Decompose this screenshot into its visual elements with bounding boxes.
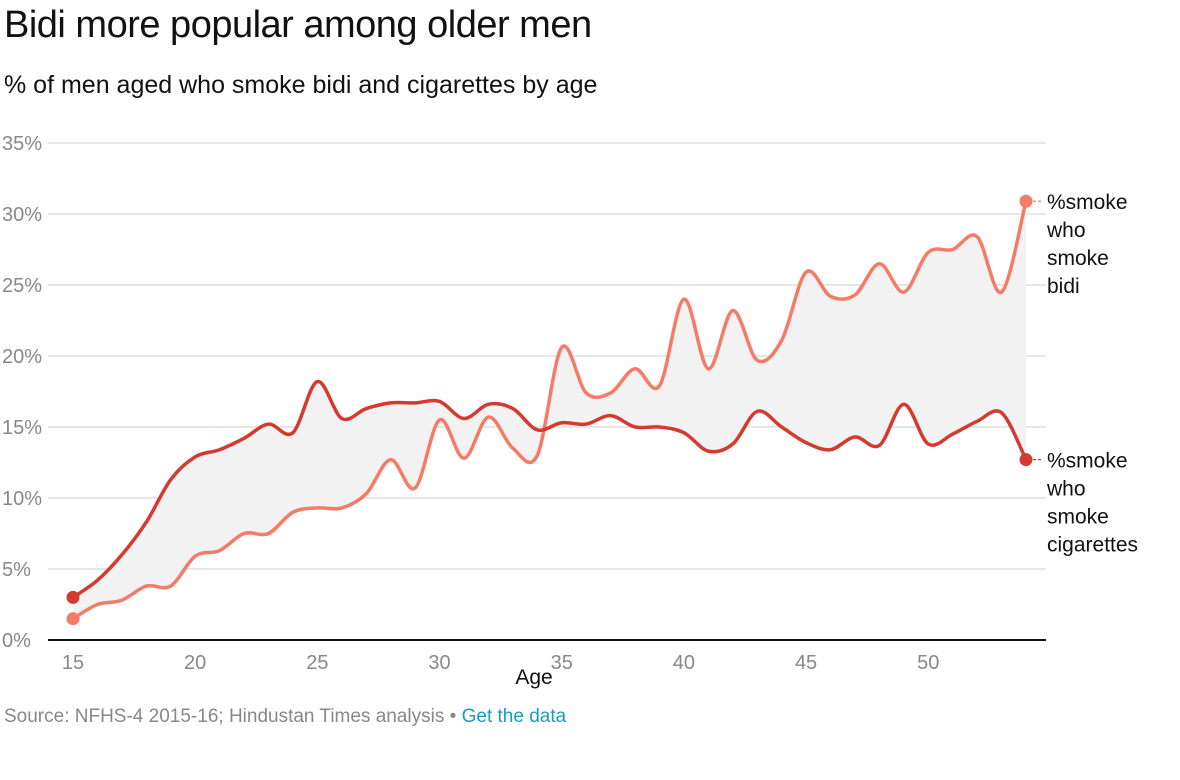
x-axis-title: Age (515, 666, 552, 689)
bidi-start-point (66, 612, 80, 626)
cigarettes-series-label-line: who (1046, 478, 1086, 501)
series-labels: %smoke who smoke bidi %smoke who smoke cigarett… (1033, 191, 1138, 557)
bidi-series-label-line: smoke (1047, 247, 1109, 270)
footer-separator: • (444, 706, 462, 727)
get-the-data-link[interactable]: Get the data (461, 706, 567, 727)
bidi-series-label-line: bidi (1047, 275, 1080, 298)
bidi-series-label-line: %smoke (1047, 191, 1128, 214)
shaded-band (73, 201, 1026, 619)
series-lines (71, 200, 1028, 621)
bidi-series-label: %smoke who smoke bidi (1046, 191, 1128, 298)
x-tick-label: 25 (306, 652, 328, 674)
cigarettes-series-label: %smoke who smoke cigarettes (1046, 450, 1138, 557)
y-tick-label: 15% (2, 417, 42, 439)
end-points (66, 194, 1033, 626)
band-between-series (73, 201, 1026, 619)
x-tick-label: 30 (428, 652, 450, 674)
chart-subtitle: % of men aged who smoke bidi and cigaret… (4, 71, 598, 99)
x-tick-label: 35 (551, 652, 573, 674)
y-tick-label: 5% (2, 559, 31, 581)
cigarettes-series-label-line: %smoke (1047, 450, 1128, 473)
x-tick-label: 20 (184, 652, 206, 674)
bidi-end-point (1019, 194, 1033, 208)
x-tick-label: 40 (673, 652, 695, 674)
cigarettes-line (71, 379, 1028, 599)
source-note: Source: NFHS-4 2015-16; Hindustan Times … (4, 706, 445, 727)
y-tick-label: 25% (2, 275, 42, 297)
x-tick-label: 45 (795, 652, 817, 674)
cigarettes-start-point (66, 590, 80, 604)
cigarettes-series-label-line: smoke (1047, 506, 1109, 529)
x-tick-label: 50 (917, 652, 939, 674)
y-tick-label: 10% (2, 488, 42, 510)
y-tick-label: 30% (2, 204, 42, 226)
chart-title: Bidi more popular among older men (4, 4, 592, 46)
cigarettes-series-label-line: cigarettes (1047, 534, 1138, 557)
y-tick-label: 35% (2, 133, 42, 155)
x-tick-label: 15 (62, 652, 84, 674)
bidi-series-label-line: who (1046, 219, 1086, 242)
line-chart: %smoke who smoke bidi %smoke who smoke cigarett… (2, 133, 1138, 689)
axis-ticks: 0% 5% 10% 15% 20% 25% 30% 35% 15 20 25 30 35 40 45 50 (2, 133, 939, 674)
y-tick-label: 20% (2, 346, 42, 368)
footer: Source: NFHS-4 2015-16; Hindustan Times … (4, 706, 566, 728)
bidi-line (72, 200, 1028, 621)
cigarettes-end-point (1019, 453, 1033, 467)
y-tick-label: 0% (2, 630, 31, 652)
